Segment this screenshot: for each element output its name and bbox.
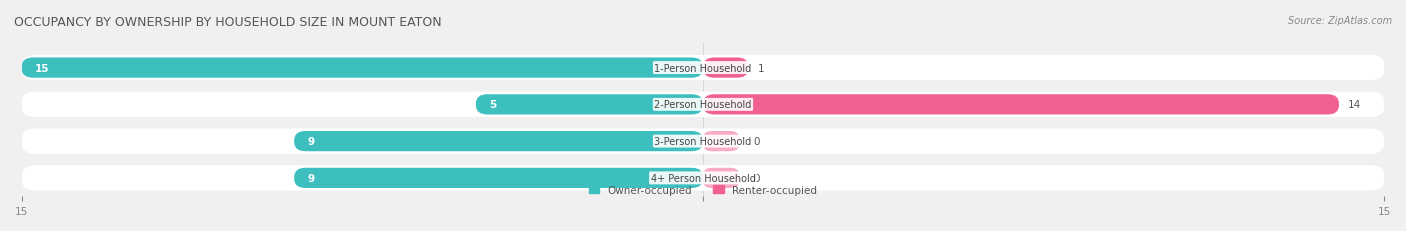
FancyBboxPatch shape: [21, 129, 1385, 154]
Text: 0: 0: [754, 137, 759, 146]
FancyBboxPatch shape: [475, 95, 703, 115]
Text: 9: 9: [308, 173, 315, 183]
FancyBboxPatch shape: [294, 168, 703, 188]
FancyBboxPatch shape: [21, 58, 703, 78]
Text: 1-Person Household: 1-Person Household: [654, 63, 752, 73]
FancyBboxPatch shape: [703, 95, 1339, 115]
FancyBboxPatch shape: [21, 165, 1385, 191]
Text: 1: 1: [758, 63, 763, 73]
Text: 5: 5: [489, 100, 496, 110]
Text: Source: ZipAtlas.com: Source: ZipAtlas.com: [1288, 16, 1392, 26]
Text: 2-Person Household: 2-Person Household: [654, 100, 752, 110]
Text: 14: 14: [1348, 100, 1361, 110]
Text: 4+ Person Household: 4+ Person Household: [651, 173, 755, 183]
FancyBboxPatch shape: [21, 92, 1385, 118]
Text: OCCUPANCY BY OWNERSHIP BY HOUSEHOLD SIZE IN MOUNT EATON: OCCUPANCY BY OWNERSHIP BY HOUSEHOLD SIZE…: [14, 16, 441, 29]
FancyBboxPatch shape: [703, 168, 740, 188]
Text: 9: 9: [308, 137, 315, 146]
FancyBboxPatch shape: [21, 56, 1385, 81]
FancyBboxPatch shape: [703, 131, 740, 152]
FancyBboxPatch shape: [703, 58, 748, 78]
Text: 3-Person Household: 3-Person Household: [654, 137, 752, 146]
Text: 0: 0: [754, 173, 759, 183]
Legend: Owner-occupied, Renter-occupied: Owner-occupied, Renter-occupied: [585, 181, 821, 199]
FancyBboxPatch shape: [294, 131, 703, 152]
Text: 15: 15: [35, 63, 49, 73]
